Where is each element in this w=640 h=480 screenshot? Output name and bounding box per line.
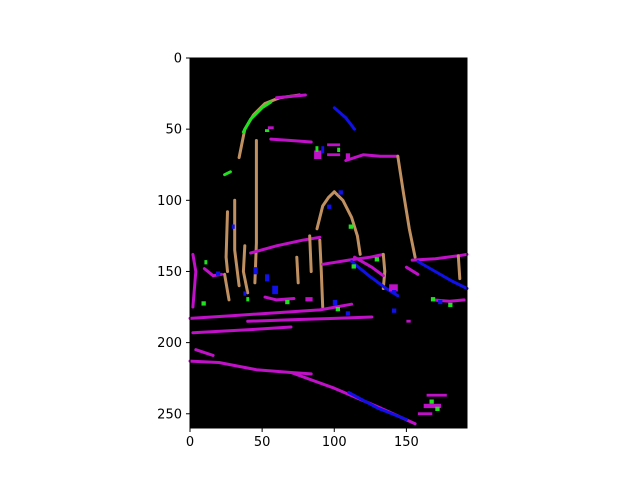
edge-pixel-cluster-green-21 [351,264,356,269]
edge-pixel-cluster-blue-39 [392,308,397,313]
plot-area [188,58,469,428]
edge-pixel-cluster-magenta-17 [305,297,313,302]
y-tick-label-5: 250 [157,407,182,422]
edge-line-magenta-35 [263,295,296,302]
edge-pixel-cluster-blue-35 [243,291,247,296]
edge-pixel-cluster-blue-14 [253,267,258,275]
edge-pixel-cluster-green-24 [430,297,436,302]
edge-pixel-cluster-magenta-36 [406,319,411,323]
edge-pixel-cluster-blue-25 [438,299,443,305]
edge-line-blue-3 [332,106,356,131]
edge-pixel-cluster-magenta-29 [423,403,441,409]
edge-line-blue-29 [347,390,408,421]
edge-pixel-cluster-blue-10 [338,190,343,195]
edge-line-tan-10 [315,190,336,231]
edge-line-magenta-24 [188,302,354,320]
edge-line-magenta-17 [344,153,400,162]
edge-pixel-cluster-magenta-6 [345,153,351,159]
edge-pixel-cluster-magenta-27 [426,393,447,397]
y-tick-label-0: 0 [174,52,182,67]
edge-pixel-cluster-magenta-4 [327,153,341,157]
edge-pixel-cluster-blue-12 [272,285,278,295]
edge-pixel-cluster-blue-2 [321,146,325,154]
edge-line-magenta-4 [269,137,313,144]
edge-line-tan-16 [381,252,387,290]
edge-pixel-cluster-green-7 [265,129,270,132]
edge-pixel-cluster-green-19 [335,307,340,312]
edge-line-magenta-19 [410,252,469,262]
y-axis-ticks: 0 50 100 150 200 250 [157,52,190,422]
edge-line-magenta-33 [404,265,420,276]
edge-pixel-cluster-magenta-0 [314,150,322,159]
y-tick-label-2: 100 [157,194,182,209]
edge-line-tan-20 [456,254,462,281]
edge-pixel-cluster-magenta-8 [267,126,274,130]
edge-line-magenta-25 [191,325,293,335]
edge-line-magenta-34 [430,298,466,303]
edge-line-tan-5 [253,139,258,285]
edge-pixel-cluster-green-11 [348,224,353,229]
edge-pixel-cluster-green-5 [337,147,341,152]
edge-line-tan-18 [396,154,417,259]
x-tick-label-0: 0 [186,435,194,450]
edge-pixel-cluster-blue-9 [327,204,332,209]
edge-pixel-cluster-magenta-31 [417,412,433,416]
edge-line-tan-11 [332,190,362,256]
edge-pixel-cluster-green-15 [246,297,250,302]
edge-pixel-cluster-green-30 [435,406,440,411]
edge-line-magenta-30 [191,252,198,309]
axes: 0 50 100 150 0 50 100 150 200 250 [157,52,468,450]
edge-pixel-cluster-blue-33 [216,271,221,276]
edge-pixel-cluster-blue-20 [345,311,351,316]
edge-line-green-37 [223,170,232,177]
edge-pixels-layer [188,93,469,426]
edge-pixel-cluster-green-28 [429,399,434,404]
edge-pixel-cluster-magenta-3 [327,143,341,147]
edge-line-tan-8 [241,244,250,295]
edge-pixel-cluster-blue-13 [265,274,270,282]
edge-pixel-cluster-blue-37 [231,224,235,229]
image-background [190,58,467,428]
x-tick-label-1: 50 [254,435,271,450]
axes-frame [189,57,468,429]
edge-pixel-cluster-green-34 [201,301,206,306]
edge-line-tan-32 [223,272,231,302]
edge-pixel-cluster-green-32 [204,260,208,265]
x-axis-ticks: 0 50 100 150 [186,428,419,450]
y-tick-label-3: 150 [157,265,182,280]
edge-line-magenta-27 [188,359,313,376]
edge-line-tan-6 [233,198,241,288]
edge-pixel-cluster-green-38 [374,257,379,262]
edge-pixel-cluster-magenta-22 [389,284,398,292]
edge-line-magenta-26 [246,315,374,323]
edge-line-tan-13 [295,255,300,285]
y-tick-label-1: 50 [165,123,182,138]
edge-pixel-cluster-green-1 [315,146,319,152]
edge-line-tan-7 [224,210,229,273]
edge-line-magenta-23 [353,255,385,278]
edge-pixel-cluster-blue-23 [392,290,397,295]
edge-line-tan-14 [308,234,313,273]
edge-line-tan-12 [318,238,325,309]
y-tick-label-4: 200 [157,336,182,351]
x-tick-label-2: 100 [322,435,347,450]
edge-pixel-cluster-green-26 [448,302,453,308]
edge-line-blue-22 [416,260,469,290]
edge-pixel-cluster-blue-18 [332,299,338,306]
x-tick-label-3: 150 [394,435,419,450]
edge-pixel-cluster-green-16 [285,299,290,305]
edge-line-magenta-2 [275,93,307,100]
edge-line-green-1 [241,100,273,134]
edge-line-magenta-36 [194,348,215,357]
